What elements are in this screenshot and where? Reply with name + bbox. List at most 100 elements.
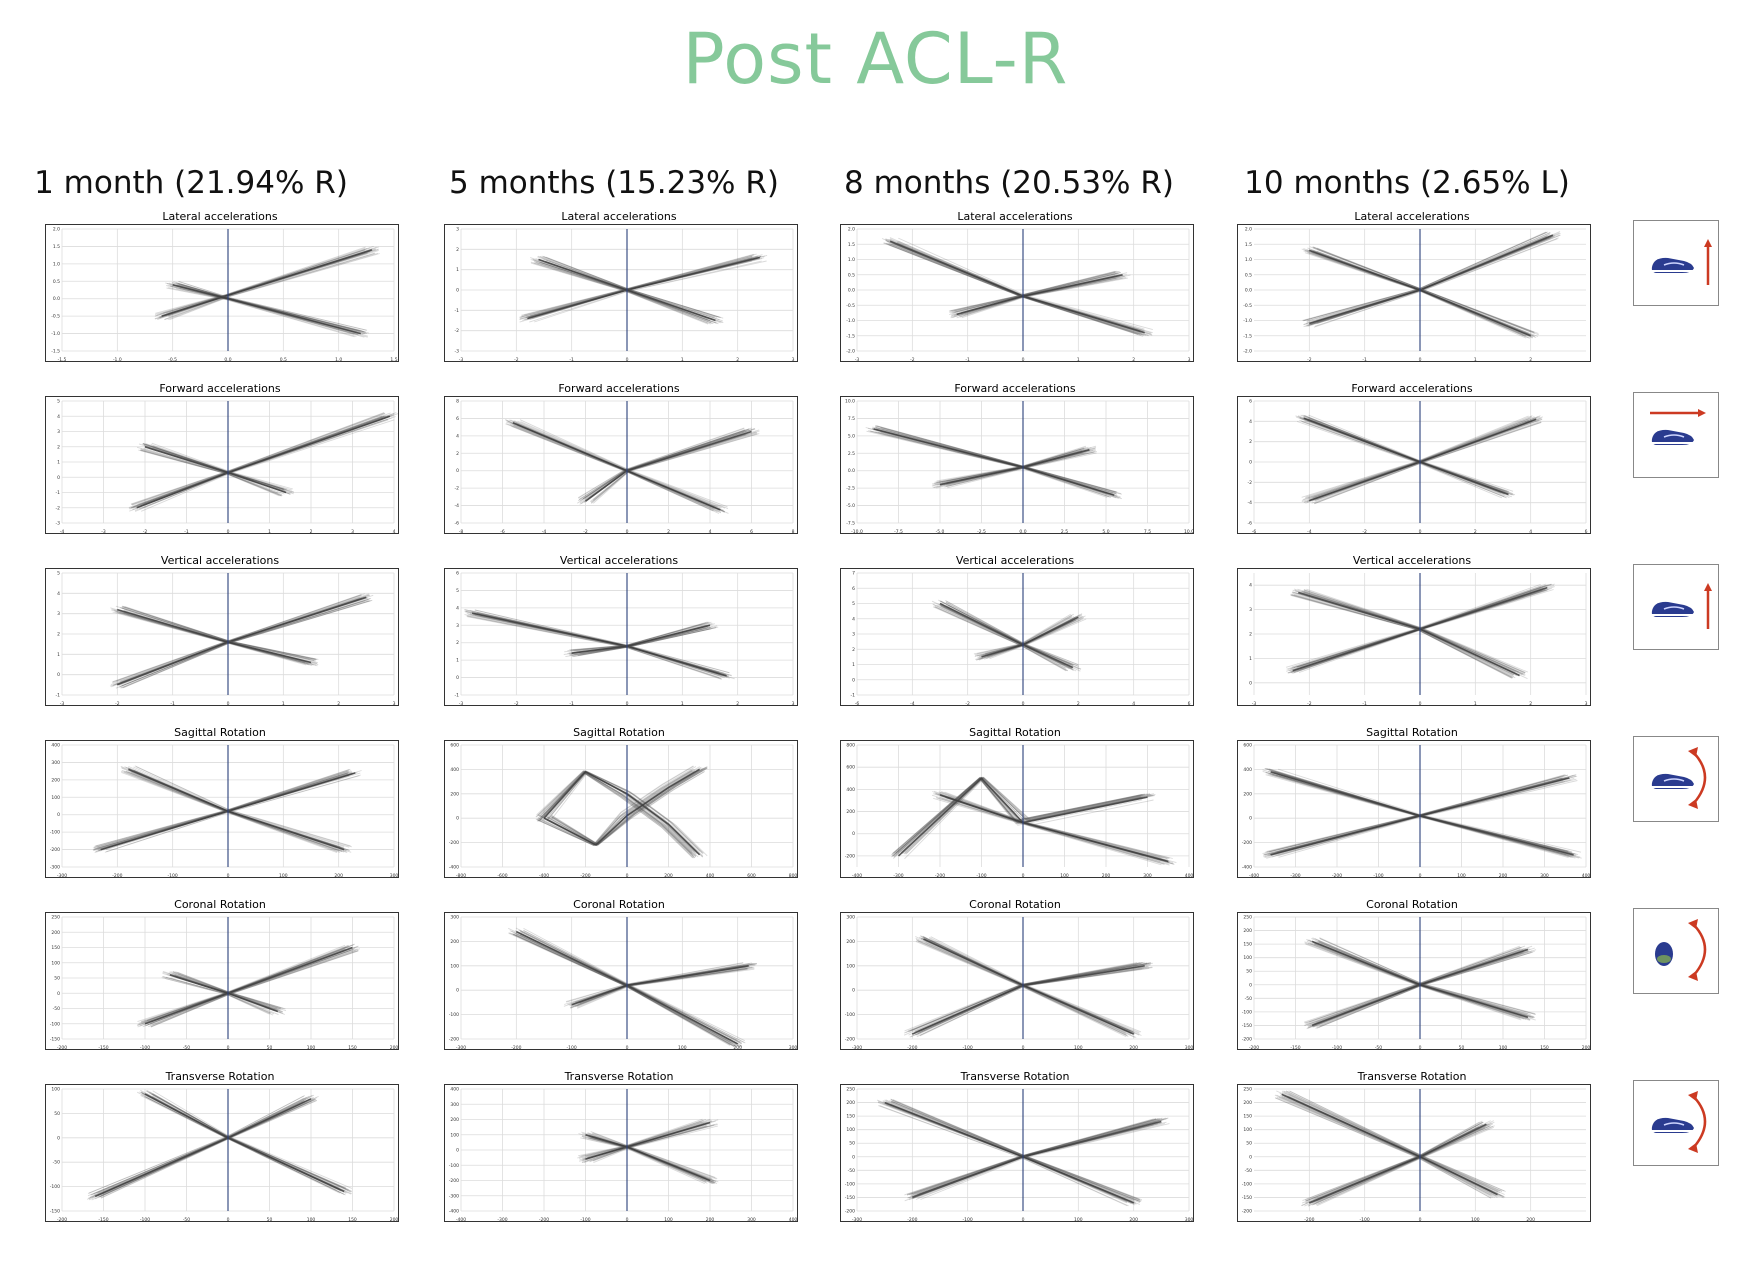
trace-line <box>928 936 1140 1033</box>
y-tick-label: 3 <box>852 632 855 638</box>
y-tick-label: 0 <box>57 1135 60 1141</box>
x-tick-label: 300 <box>1185 1217 1194 1222</box>
trace-line <box>173 972 282 1010</box>
trace-line <box>889 1100 1139 1202</box>
chart-panel: Vertical accelerations -3 -2 -1 0 1 2 3 0 1 2 3 4 <box>1227 554 1597 712</box>
plot-area: -200 -150 -100 -50 0 50 100 150 200 -150 -100 -50 0 5… <box>45 912 399 1050</box>
trace-line <box>140 449 282 497</box>
x-tick-label: 400 <box>706 873 715 878</box>
trace-line <box>88 1095 306 1194</box>
trace-line <box>517 420 726 509</box>
trace-line <box>960 277 1127 318</box>
trace-line <box>1319 937 1536 1015</box>
y-tick-label: -50 <box>1245 1168 1252 1174</box>
trace-line <box>891 1100 1141 1203</box>
trace-line <box>974 614 1073 656</box>
y-tick-label: 200 <box>450 791 459 797</box>
chart-title: Lateral accelerations <box>1354 210 1470 223</box>
y-tick-label: 5 <box>57 399 60 405</box>
x-tick-label: 0 <box>1022 873 1025 878</box>
x-tick-label: 1 <box>681 357 684 362</box>
x-tick-label: -10.0 <box>851 529 863 534</box>
y-tick-label: 7 <box>852 571 855 577</box>
y-tick-label: -200 <box>845 1037 855 1043</box>
trace-line <box>891 1100 1141 1203</box>
trace-line <box>1265 774 1569 859</box>
x-tick-label: 100 <box>664 1217 673 1222</box>
plot-area: -300 -200 -100 0 100 200 300 -200 -100 0 100 200 300 <box>444 912 798 1050</box>
trace-line <box>974 616 1073 657</box>
x-tick-label: 0.5 <box>280 357 287 362</box>
y-tick-label: 0 <box>852 831 855 837</box>
y-tick-label: 200 <box>450 939 459 945</box>
trace-line <box>893 776 1143 854</box>
y-tick-label: -100 <box>1242 1181 1252 1187</box>
trace-line-core <box>897 777 1148 857</box>
chart-panel: Forward accelerations -4 -3 -2 -1 0 1 2 3 4 -3 -2 -1… <box>35 382 405 540</box>
x-tick-label: 100 <box>1060 873 1069 878</box>
trace-line <box>1283 1092 1501 1194</box>
x-tick-label: 100 <box>279 873 288 878</box>
x-tick-label: 0 <box>1022 701 1025 706</box>
x-tick-label: 0 <box>227 701 230 706</box>
x-tick-label: -150 <box>98 1045 108 1050</box>
trace-line <box>545 766 702 845</box>
trace-line <box>155 246 366 314</box>
trace-line <box>1267 773 1571 858</box>
trace-line <box>1304 949 1521 1026</box>
y-tick-label: 400 <box>51 743 60 749</box>
trace-line <box>1291 594 1514 679</box>
y-tick-label: -4 <box>455 503 460 509</box>
x-tick-label: 1 <box>681 701 684 706</box>
series-traces-2 <box>915 935 1142 1038</box>
y-tick-label: -0.5 <box>51 314 60 320</box>
trace-line <box>536 770 693 847</box>
trace-line <box>533 262 711 325</box>
chart-panel: Vertical accelerations -3 -2 -1 0 1 2 3 -1 0 1 2 3 4 5 <box>35 554 405 712</box>
trace-line <box>889 238 1145 331</box>
y-tick-label: 2.0 <box>53 227 60 233</box>
series-traces-2 <box>563 621 719 658</box>
y-tick-label: 3 <box>456 227 459 233</box>
series-traces-2 <box>1304 937 1536 1021</box>
chart-svg: -200 -150 -100 -50 0 50 100 150 200 -200 -150 -100 -… <box>1242 915 1590 1050</box>
y-tick-label: -200 <box>845 853 855 859</box>
trace-line <box>1316 234 1560 325</box>
x-tick-label: -100 <box>168 873 178 878</box>
trace-line <box>893 777 1143 856</box>
x-tick-label: 3 <box>1188 357 1191 362</box>
x-tick-label: -5.0 <box>936 529 945 534</box>
trace-line <box>577 627 716 656</box>
trace-line <box>1316 951 1533 1029</box>
trace-line <box>591 1132 717 1180</box>
trace-line <box>145 1090 346 1189</box>
trace-line <box>1312 246 1535 333</box>
x-tick-label: -1.5 <box>58 357 67 362</box>
y-tick-label: 100 <box>51 795 60 801</box>
x-tick-label: -300 <box>456 1045 466 1050</box>
trace-line <box>150 950 359 1028</box>
chart-title: Forward accelerations <box>159 382 281 395</box>
series-traces <box>577 427 760 505</box>
x-tick-label: 0.0 <box>1019 529 1026 534</box>
trace-line <box>890 1100 1141 1203</box>
trace-line <box>936 797 1165 865</box>
series-traces-2 <box>973 613 1087 661</box>
trace-line <box>567 622 706 652</box>
x-tick-label: 1.5 <box>390 357 397 362</box>
y-tick-label: -200 <box>1242 840 1252 846</box>
trace-line <box>880 427 1122 495</box>
trace-line <box>1278 1096 1496 1198</box>
y-tick-label: 200 <box>846 809 855 815</box>
trace-line <box>1304 252 1527 339</box>
y-tick-label: 100 <box>51 960 60 966</box>
x-tick-label: 0 <box>1022 1045 1025 1050</box>
y-tick-label: -50 <box>53 1160 60 1166</box>
trace-line <box>542 256 721 319</box>
trace-line <box>950 271 1117 312</box>
chart-title: Lateral accelerations <box>162 210 278 223</box>
trace-line <box>519 419 728 508</box>
x-tick-label: 2 <box>736 357 739 362</box>
x-tick-label: -3 <box>101 529 106 534</box>
x-tick-label: -1 <box>1362 701 1367 706</box>
